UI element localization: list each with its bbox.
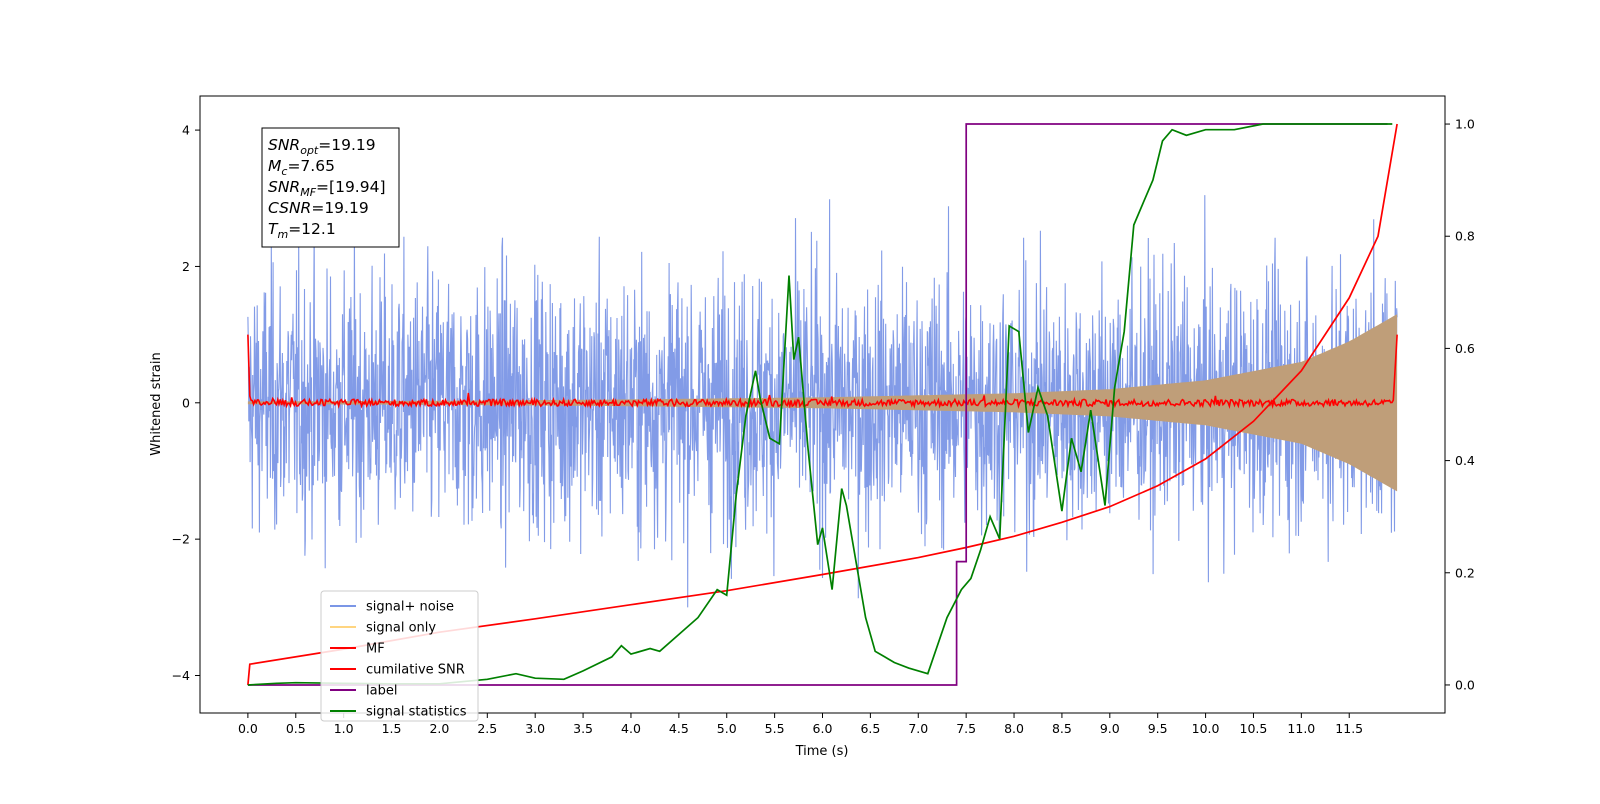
legend-frame	[320, 590, 479, 722]
annotation-line: Mc=7.65	[268, 157, 335, 178]
x-tick-label: 3.5	[573, 721, 593, 736]
y-axis-left: 4 2 0 −2 −4	[172, 123, 200, 683]
x-tick-label: 4.0	[621, 721, 641, 736]
annotation-line: SNRMF=[19.94]	[268, 178, 386, 199]
x-tick-label: 11.5	[1335, 721, 1363, 736]
legend-label: signal only	[366, 621, 436, 636]
x-tick-label: 7.5	[956, 721, 976, 736]
x-tick-label: 10.0	[1192, 721, 1220, 736]
legend-label: label	[366, 684, 397, 699]
legend-label: signal statistics	[366, 705, 467, 720]
x-tick-label: 8.0	[1004, 721, 1024, 736]
x-tick-label: 9.5	[1148, 721, 1168, 736]
legend-label: cumilative SNR	[366, 663, 465, 678]
annotation-frame	[261, 127, 400, 248]
x-axis-label: Time (s)	[795, 744, 849, 759]
x-tick-label: 9.0	[1100, 721, 1120, 736]
legend-label: signal+ noise	[366, 600, 454, 615]
x-tick-label: 4.5	[669, 721, 689, 736]
y-tick-label-right: 0.8	[1455, 229, 1475, 244]
x-tick-label: 1.0	[334, 721, 354, 736]
legend-label: MF	[366, 642, 385, 657]
annotation-line: SNRopt=19.19	[268, 136, 376, 157]
y-axis-right: 1.0 0.8 0.6 0.4 0.2 0.0	[1445, 117, 1475, 692]
x-tick-label: 2.5	[477, 721, 497, 736]
x-tick-label: 6.0	[813, 721, 833, 736]
x-tick-label: 2.0	[429, 721, 449, 736]
y-tick-label-left: 2	[182, 259, 190, 274]
y-tick-label-right: 0.2	[1455, 565, 1475, 580]
annotation-box: SNRopt=19.19Mc=7.65SNRMF=[19.94]CSNR=19.…	[261, 127, 400, 248]
x-axis: 0.0 0.5 1.0 1.5 2.0 2.5 3.0 3.5 4.0 4.5 5.0 5.5 6.0 6…	[238, 713, 1363, 736]
x-tick-label: 6.5	[860, 721, 880, 736]
annotation-line: CSNR=19.19	[268, 199, 369, 217]
x-tick-label: 11.0	[1287, 721, 1315, 736]
x-tick-label: 1.5	[382, 721, 402, 736]
x-tick-label: 3.0	[525, 721, 545, 736]
x-tick-label: 7.0	[908, 721, 928, 736]
y-tick-label-left: 4	[182, 123, 190, 138]
x-tick-label: 0.0	[238, 721, 258, 736]
x-tick-label: 5.5	[765, 721, 785, 736]
annotation-line: Tm=12.1	[268, 220, 336, 241]
series-mf	[247, 334, 1398, 410]
y-tick-label-right: 0.0	[1455, 677, 1475, 692]
y-tick-label-right: 0.6	[1455, 341, 1475, 356]
x-tick-label: 0.5	[286, 721, 306, 736]
x-tick-label: 8.5	[1052, 721, 1072, 736]
y-tick-label-left: −2	[172, 532, 190, 547]
y-tick-label-left: 0	[182, 395, 190, 410]
legend[interactable]: signal+ noise signal only MF cumilative SNR…	[320, 590, 479, 722]
series-label	[247, 123, 1388, 686]
y-tick-label-right: 1.0	[1455, 117, 1475, 132]
x-tick-label: 10.5	[1240, 721, 1268, 736]
y-axis-label: Whitened strain	[149, 352, 164, 455]
x-tick-label: 5.0	[717, 721, 737, 736]
y-tick-label-left: −4	[172, 668, 190, 683]
series-signal-statistics	[247, 123, 1393, 686]
y-tick-label-right: 0.4	[1455, 453, 1475, 468]
